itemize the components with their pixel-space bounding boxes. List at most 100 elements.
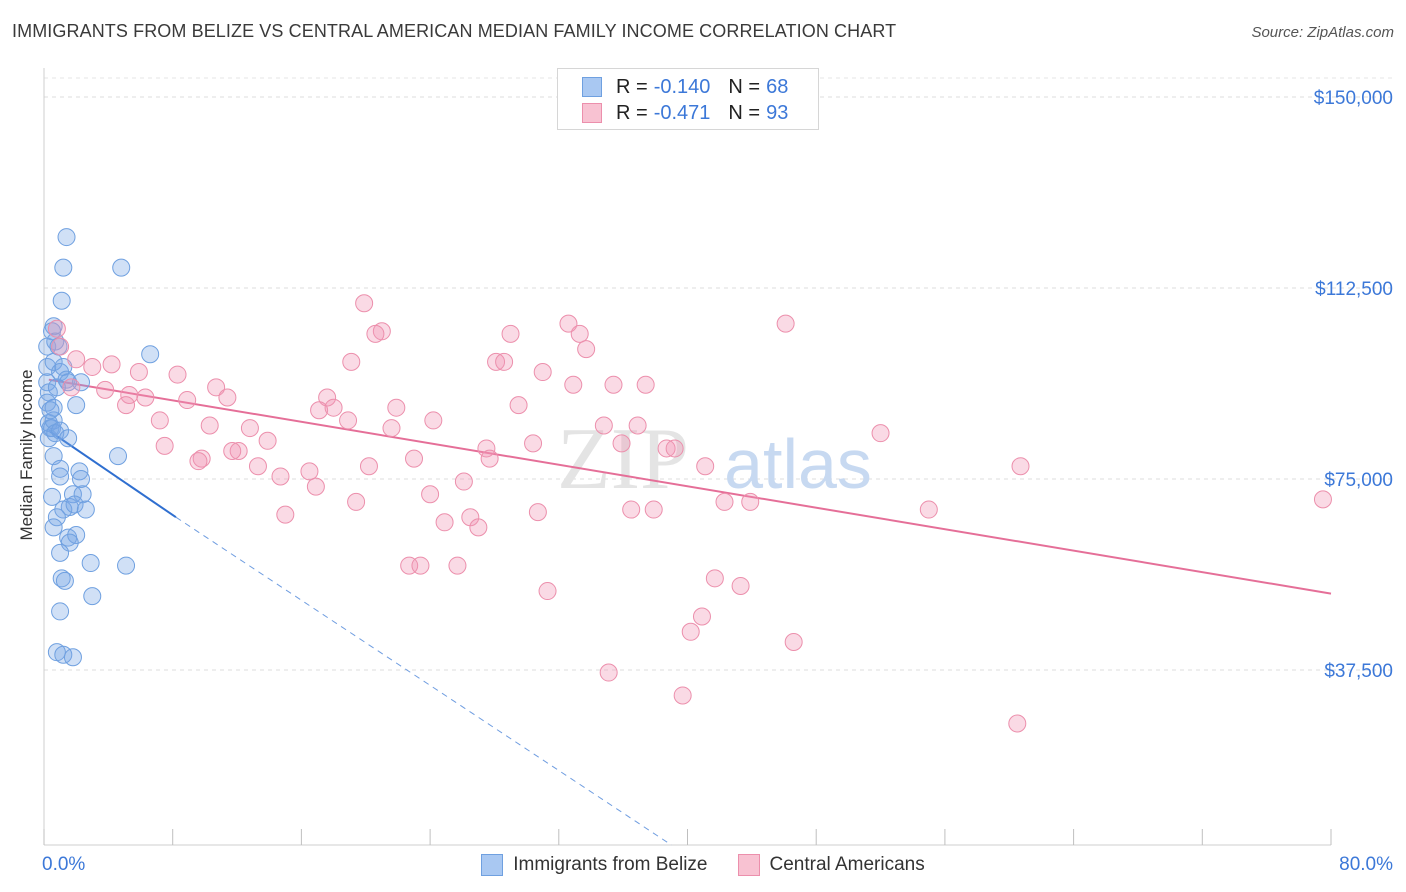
central-americans-point [347,492,366,511]
central-americans-point [102,355,121,374]
central-americans-point [454,472,473,491]
central-americans-swatch [582,103,602,123]
central-americans-point [501,324,520,343]
belize-point [44,518,63,537]
n-label: N = [728,101,761,124]
central-americans-point [533,363,552,382]
central-americans-point [696,457,715,476]
chart-title: IMMIGRANTS FROM BELIZE VS CENTRAL AMERIC… [12,21,897,41]
central-americans-point [218,388,237,407]
belize-point [72,373,91,392]
central-americans-point [524,434,543,453]
belize-point [76,500,95,519]
central-americans-point [1008,714,1027,733]
central-americans-point [421,485,440,504]
belize-point [47,508,66,527]
central-americans-point [229,441,248,460]
central-americans-point [538,582,557,601]
central-americans-point [448,556,467,575]
central-americans-point [480,449,499,468]
x-tick-label: 80.0% [1339,854,1393,875]
central-americans-point [495,352,514,371]
central-americans-point [271,467,290,486]
central-americans-point [240,419,259,438]
central-americans-point [636,375,655,394]
central-americans-point [784,632,803,651]
central-americans-point [424,411,443,430]
n-value: 68 [766,75,789,98]
data-points [38,228,1332,733]
central-americans-point [469,518,488,537]
central-americans-point [1011,457,1030,476]
series-legend: Immigrants from Belize Central Americans [0,852,1406,878]
central-americans-point [96,380,115,399]
central-americans-point [411,556,430,575]
central-americans-point [117,396,136,415]
central-americans-point [276,505,295,524]
legend-row-belize: R = -0.140 N = 68 [582,74,788,100]
central-americans-point [223,441,242,460]
central-americans-point [83,357,102,376]
central-americans-point [366,324,385,343]
central-americans-point [382,419,401,438]
n-value: 93 [766,101,789,124]
central-americans-swatch [737,854,760,876]
belize-point [43,487,62,506]
legend-label: Central Americans [769,854,925,875]
central-americans-point [715,492,734,511]
central-americans-point [150,411,169,430]
belize-points [38,228,160,667]
central-americans-point [207,378,226,397]
belize-point [55,571,74,590]
central-americans-point [129,363,148,382]
watermark-zip: ZIP [557,411,689,508]
central-americans-point [776,314,795,333]
central-americans-point [300,462,319,481]
central-americans-point [612,434,631,453]
belize-point [54,500,73,519]
r-value: -0.140 [653,75,711,98]
central-americans-point [318,388,337,407]
central-americans-point [310,401,329,420]
central-americans-point [570,324,589,343]
belize-point [43,322,62,341]
central-americans-point [594,416,613,435]
belize-point [81,554,100,573]
central-americans-point [435,513,454,532]
central-americans-point [919,500,938,519]
central-americans-point [692,607,711,626]
correlation-legend: R = -0.140 N = 68 R = -0.471 N = 93 [557,68,819,130]
central-americans-point [673,686,692,705]
belize-point [51,459,70,478]
trend-lines [48,378,1332,846]
central-americans-point [622,500,641,519]
belize-point [52,569,71,588]
central-americans-point [248,457,267,476]
belize-point [72,470,91,488]
belize-point [47,378,66,397]
r-label: R = [616,75,648,98]
belize-point [54,258,73,277]
central-americans-point [189,452,208,471]
legend-item-belize[interactable]: Immigrants from Belize [481,854,708,876]
r-label: R = [616,101,648,124]
belize-point [51,467,70,486]
central-americans-point [47,319,66,338]
central-americans-point [644,500,663,519]
belize-swatch [582,77,602,97]
central-americans-points [47,294,1332,733]
central-americans-point [731,576,750,595]
n-label: N = [728,75,761,98]
central-americans-point [604,375,623,394]
central-americans-point [477,439,496,458]
belize-point [112,258,131,277]
central-americans-point [387,398,406,417]
legend-item-central-americans[interactable]: Central Americans [737,854,925,876]
central-americans-point [258,431,277,450]
belize-point [57,228,76,247]
y-tick-label: $75,000 [1324,470,1393,491]
belize-swatch [481,854,504,876]
central-americans-point [192,449,211,468]
belize-point [109,447,128,466]
